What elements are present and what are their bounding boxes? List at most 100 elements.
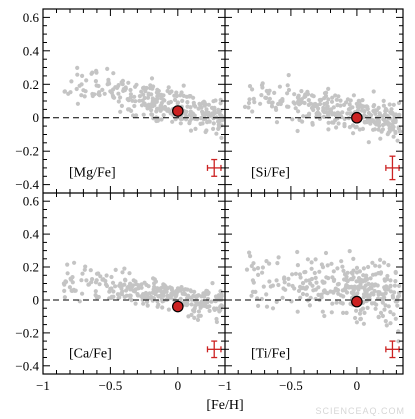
field-star-point [119,284,124,290]
field-star-point [62,89,67,94]
field-star-point [356,98,361,103]
field-star-point [395,303,400,308]
field-star-point [379,129,384,134]
watermark-text: SCIENCEAQ.COM [315,406,405,416]
field-star-point [202,113,207,118]
field-star-point [349,284,354,289]
field-star-point [355,108,360,113]
field-star-point [256,272,261,277]
field-star-point [382,295,387,300]
field-star-point [358,103,364,108]
field-star-point [362,310,367,315]
field-star-point [94,68,99,73]
field-star-point [296,288,302,293]
panel-bottom-left: [Ca/Fe] −0.4 −0.2 0 0.2 0.4 0.6 −1 −0.5 0 [15,193,225,393]
field-star-point [213,294,219,299]
field-star-point [264,95,269,101]
x-tick-label: −0.5 [99,378,123,393]
field-star-point [166,307,171,312]
field-star-point [384,108,389,113]
field-star-point [187,94,192,99]
field-star-point [354,265,360,270]
field-star-point [167,285,173,290]
field-star-point [174,93,179,99]
field-star-point [196,309,201,314]
field-star-point [354,308,359,313]
field-star-point [134,113,139,118]
field-star-point [359,285,364,290]
field-star-point [372,127,377,132]
field-star-point [388,309,393,315]
field-star-point [69,79,74,84]
field-star-point [359,108,365,113]
field-star-point [82,94,87,99]
field-star-point [307,278,312,283]
field-star-point [195,317,201,322]
field-star-point [335,103,340,108]
field-star-point [110,280,116,285]
field-star-point [286,104,291,109]
field-star-point [286,87,292,93]
field-star-point [130,283,136,288]
field-star-point [252,267,257,272]
x-tick-label: 0 [175,378,182,393]
field-star-point [313,275,318,280]
field-star-point [193,303,198,308]
field-star-point [144,85,149,91]
field-star-point [354,101,359,106]
field-star-point [80,291,85,296]
field-star-point [120,270,125,275]
field-star-point [175,100,181,105]
field-star-point [141,85,146,91]
field-star-point [309,266,314,271]
field-star-point [128,296,133,301]
field-star-point [219,123,224,128]
field-star-point [325,113,330,118]
field-star-point [383,319,388,324]
field-star-point [341,268,346,273]
field-star-point [156,302,161,307]
field-star-point [94,295,99,300]
field-star-point [211,121,216,126]
field-star-point [285,83,290,88]
field-star-point [309,260,314,265]
field-star-point [396,100,402,106]
field-star-point [259,93,264,98]
field-star-point [164,288,169,293]
field-star-point [274,120,280,125]
field-star-point [357,311,363,316]
field-star-point [135,293,140,298]
field-star-point [293,271,298,276]
field-star-point [361,321,366,326]
x-tick-label: −1 [36,378,50,393]
field-star-point [189,116,194,121]
field-star-point [149,112,154,117]
field-star-point [137,98,142,103]
field-star-point [145,303,150,308]
field-star-point [303,92,308,97]
field-star-point [374,302,379,307]
field-star-point [111,289,116,294]
field-star-point [391,102,396,107]
field-star-point [133,84,138,89]
field-star-point [308,295,313,300]
field-star-point [169,291,174,296]
field-star-point [111,87,116,92]
field-star-point [131,278,136,283]
field-star-point [219,292,224,297]
field-star-point [264,304,270,309]
field-star-point [389,111,394,116]
field-star-point [397,283,402,288]
field-star-point [363,276,368,281]
field-star-point [290,272,295,277]
field-star-point [293,106,298,111]
field-star-point [62,295,67,300]
field-star-point [326,276,331,281]
field-star-point [282,280,287,285]
field-star-point [153,99,158,104]
field-star-point [205,112,210,117]
field-star-point [361,273,366,278]
field-star-point [351,93,356,98]
field-star-point [188,109,193,114]
field-star-point [348,106,353,111]
